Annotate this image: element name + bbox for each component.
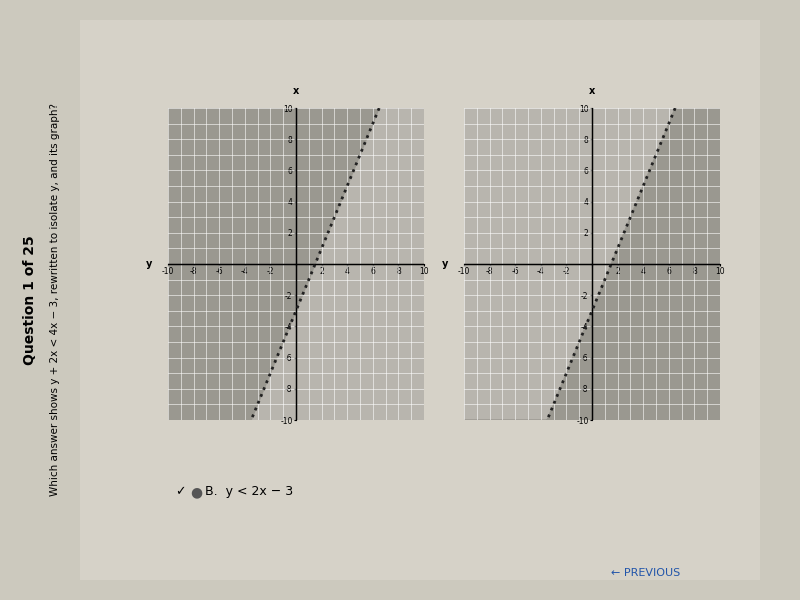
Text: Which answer shows y + 2x < 4x − 3, rewritten to isolate y, and its graph?: Which answer shows y + 2x < 4x − 3, rewr… [50, 103, 60, 497]
Text: x: x [589, 86, 595, 95]
Text: Question 1 of 25: Question 1 of 25 [23, 235, 37, 365]
Polygon shape [464, 0, 720, 600]
Text: A.  y < 2x − 3: A. y < 2x − 3 [195, 395, 282, 409]
Bar [80, 20, 760, 580]
Text: ← PREVIOUS: ← PREVIOUS [610, 568, 680, 578]
Text: B.  y < 2x − 3: B. y < 2x − 3 [205, 485, 293, 499]
Text: ○: ○ [175, 395, 188, 409]
Text: ●: ● [190, 485, 202, 499]
Text: x: x [293, 86, 299, 95]
Polygon shape [168, 0, 424, 600]
Text: y: y [442, 259, 449, 269]
Text: ✓: ✓ [175, 485, 186, 499]
Text: y: y [146, 259, 153, 269]
